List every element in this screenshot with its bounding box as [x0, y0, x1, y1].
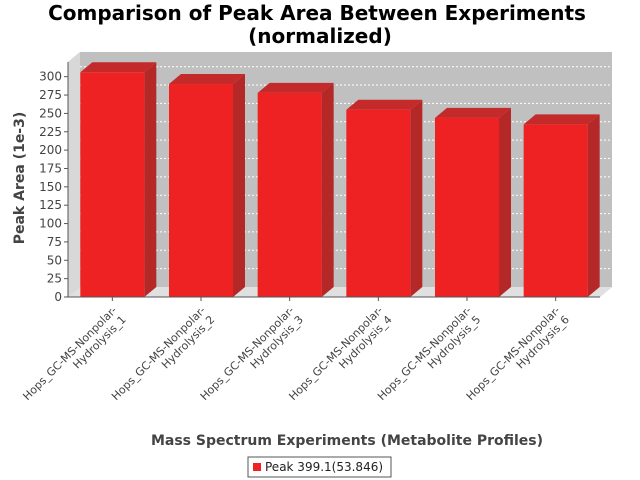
y-tick-label: 200 — [39, 143, 62, 157]
bar-front — [80, 72, 145, 297]
legend: Peak 399.1(53.846) — [247, 456, 392, 478]
bar-front — [169, 84, 233, 297]
y-axis-title: Peak Area (1e-3) — [12, 112, 28, 245]
y-tick-label: 0 — [54, 290, 62, 304]
bar-top — [346, 99, 423, 110]
y-tick-label: 50 — [47, 253, 62, 267]
bar-side — [144, 62, 157, 297]
x-axis-title: Mass Spectrum Experiments (Metabolite Pr… — [151, 433, 543, 449]
bar-top — [523, 114, 600, 125]
y-axis: 0 25 50 75 100 125 150 175 200 225 250 275 300 — [39, 62, 69, 304]
bar — [257, 82, 334, 297]
bar-top — [257, 82, 334, 93]
y-tick-label: 100 — [39, 217, 62, 231]
bar-front — [435, 117, 499, 297]
y-tick-label: 275 — [39, 88, 62, 102]
y-tick-label: 150 — [39, 180, 62, 194]
y-tick-label: 300 — [39, 70, 62, 84]
bar-top — [169, 74, 245, 85]
y-tick-label: 225 — [39, 125, 62, 139]
bar-front — [523, 124, 588, 297]
bar-side — [587, 114, 600, 297]
y-tick-label: 250 — [39, 106, 62, 120]
bar — [169, 74, 245, 297]
bar — [80, 62, 157, 297]
legend-box — [247, 456, 392, 478]
bar-top — [435, 107, 511, 118]
legend-swatch — [253, 463, 261, 471]
legend-label: Peak 399.1(53.846) — [265, 460, 383, 474]
chart-title: Comparison of Peak Area Between Experime… — [48, 1, 586, 25]
bar-top — [80, 62, 157, 73]
bar-side — [410, 99, 423, 297]
gridlines — [80, 66, 612, 270]
y-tick-label: 25 — [47, 272, 62, 286]
bar-front — [346, 109, 411, 297]
x-axis: Hops_GC-MS-Nonpolar-Hydrolysis_1Hops_GC-… — [20, 296, 600, 403]
y-tick-label: 125 — [39, 198, 62, 212]
bar — [346, 99, 423, 297]
bar-side — [499, 107, 511, 297]
plot-left-wall — [68, 52, 80, 297]
y-tick-label: 175 — [39, 161, 62, 175]
bar — [435, 107, 511, 297]
bars — [80, 62, 600, 297]
bar-side — [321, 82, 334, 297]
y-tick-label: 75 — [47, 235, 62, 249]
bar-side — [233, 74, 245, 297]
bar-front — [257, 92, 322, 297]
chart-subtitle: (normalized) — [248, 24, 392, 48]
bar — [523, 114, 600, 297]
